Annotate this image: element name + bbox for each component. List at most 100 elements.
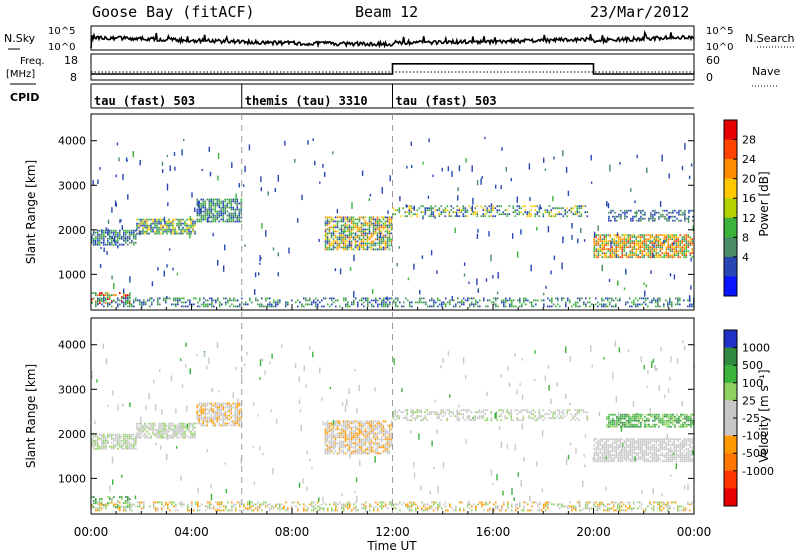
range-cell: [142, 429, 144, 431]
range-cell: [231, 217, 233, 219]
range-cell: [359, 239, 361, 241]
range-cell: [417, 417, 419, 419]
range-cell: [329, 223, 331, 225]
range-cell: [375, 221, 377, 223]
range-cell: [423, 302, 425, 304]
range-cell: [668, 252, 670, 254]
range-cell: [223, 207, 225, 209]
range-cell: [325, 451, 327, 453]
range-cell: [409, 205, 411, 207]
range-cell: [600, 246, 602, 248]
range-cell: [672, 458, 674, 460]
range-cell: [357, 247, 359, 249]
range-cell: [341, 447, 343, 449]
range-cell: [606, 236, 608, 238]
range-cell: [533, 413, 535, 415]
range-cell: [551, 215, 553, 217]
range-cell: [178, 431, 180, 433]
range-cell: [580, 228, 581, 233]
range-cell: [333, 298, 335, 300]
range-cell: [375, 302, 377, 304]
range-cell: [277, 302, 279, 304]
range-cell: [101, 508, 103, 510]
range-cell: [385, 449, 387, 451]
range-cell: [363, 241, 365, 243]
range-cell: [539, 415, 541, 417]
range-cell: [211, 409, 213, 411]
range-cell: [343, 239, 345, 241]
range-cell: [156, 233, 158, 235]
range-cell: [663, 304, 665, 306]
range-cell: [225, 419, 227, 421]
range-cell: [594, 248, 596, 250]
range-cell: [221, 201, 223, 203]
range-cell: [371, 421, 373, 423]
range-cell: [690, 418, 692, 420]
range-cell: [690, 414, 692, 416]
range-cell: [325, 435, 327, 437]
range-cell: [184, 223, 186, 225]
range-cell: [487, 300, 489, 302]
range-cell: [678, 220, 680, 222]
range-cell: [341, 239, 343, 241]
range-cell: [339, 435, 341, 437]
range-cell: [176, 223, 178, 225]
range-cell: [569, 302, 571, 304]
range-cell: [99, 242, 101, 244]
range-cell: [99, 448, 101, 450]
range-cell: [626, 416, 628, 418]
range-cell: [628, 438, 630, 440]
range-cell: [151, 298, 153, 300]
range-cell: [386, 296, 387, 300]
range-cell: [127, 498, 129, 500]
range-cell: [215, 203, 217, 205]
range-cell: [125, 294, 127, 296]
range-cell: [395, 415, 397, 417]
range-cell: [172, 437, 174, 439]
range-cell: [299, 302, 301, 304]
range-cell: [295, 302, 297, 304]
range-cell: [343, 249, 345, 251]
range-cell: [341, 231, 343, 233]
range-cell: [345, 304, 347, 306]
range-cell: [139, 304, 141, 306]
range-cell: [624, 240, 626, 242]
range-cell: [363, 229, 365, 231]
range-cell: [341, 433, 343, 435]
range-cell: [690, 438, 692, 440]
range-cell: [634, 236, 636, 238]
range-cell: [561, 262, 562, 269]
range-cell: [638, 442, 640, 444]
range-cell: [519, 306, 521, 308]
range-cell: [654, 256, 656, 258]
range-cell: [359, 425, 361, 427]
range-cell: [674, 450, 676, 452]
range-cell: [689, 295, 690, 302]
range-cell: [523, 213, 525, 215]
range-cell: [610, 236, 612, 238]
range-cell: [239, 219, 241, 221]
range-cell: [573, 207, 575, 209]
range-cell: [149, 306, 151, 308]
range-cell: [178, 433, 180, 435]
range-cell: [498, 272, 499, 279]
range-cell: [679, 298, 681, 300]
range-cell: [493, 298, 495, 300]
range-cell: [123, 236, 125, 238]
range-cell: [585, 306, 587, 308]
range-cell: [152, 229, 154, 231]
range-cell: [135, 448, 137, 450]
range-cell: [519, 211, 521, 213]
range-cell: [497, 209, 499, 211]
range-cell: [105, 504, 107, 506]
range-cell: [557, 207, 559, 209]
range-cell: [223, 413, 225, 415]
range-cell: [632, 236, 634, 238]
range-cell: [506, 167, 507, 172]
range-cell: [221, 211, 223, 213]
range-cell: [371, 219, 373, 221]
range-cell: [409, 302, 411, 304]
range-cell: [481, 205, 483, 207]
range-cell: [333, 245, 335, 247]
range-cell: [495, 300, 497, 302]
